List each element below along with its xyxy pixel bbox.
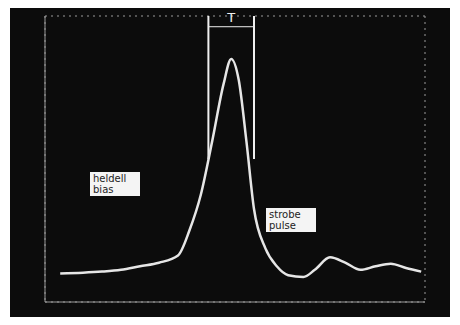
html-text:heldell bias: heldell bias [93, 173, 127, 195]
html-text:strobe pulse: strobe pulse [269, 209, 301, 231]
svg-text:T: T [226, 10, 235, 25]
